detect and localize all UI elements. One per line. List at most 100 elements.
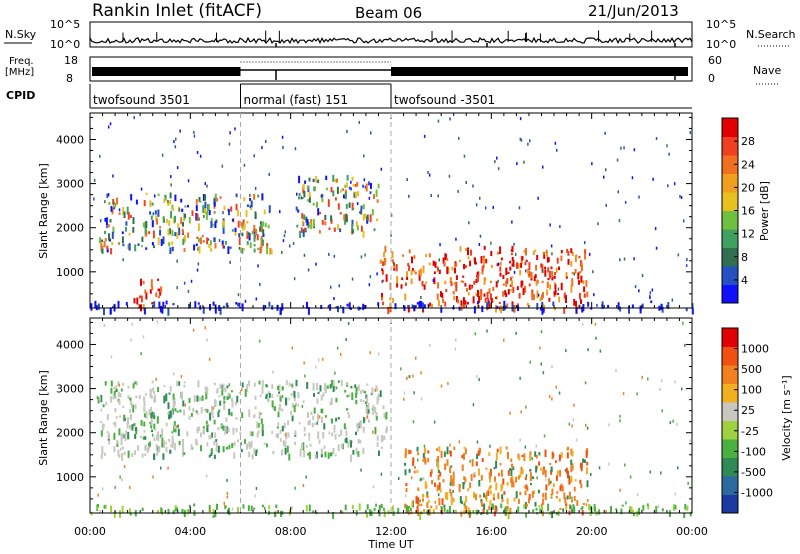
echo-cell xyxy=(134,404,137,409)
echo-cell xyxy=(145,192,148,195)
echo-cell xyxy=(673,182,676,186)
echo-cell xyxy=(149,200,152,207)
echo-cell xyxy=(523,249,526,253)
echo-cell xyxy=(104,230,107,235)
echo-cell xyxy=(350,442,352,448)
echo-cell xyxy=(337,203,340,210)
echo-cell xyxy=(586,291,589,298)
echo-cell xyxy=(564,497,567,504)
echo-cell xyxy=(318,439,321,444)
echo-cell xyxy=(261,226,263,233)
echo-cell xyxy=(350,180,352,184)
echo-cell xyxy=(196,428,199,431)
echo-cell xyxy=(580,261,583,268)
echo-cell xyxy=(560,250,563,254)
echo-cell xyxy=(403,391,406,395)
echo-cell xyxy=(328,252,330,256)
echo-cell xyxy=(290,410,293,415)
echo-cell xyxy=(501,494,504,499)
echo-cell xyxy=(153,301,156,308)
echo-cell xyxy=(268,172,270,176)
echo-cell xyxy=(195,213,198,221)
echo-cell xyxy=(150,412,153,419)
x-tick-label: 04:00 xyxy=(174,525,206,538)
echo-cell xyxy=(298,193,301,196)
echo-cell xyxy=(405,494,407,498)
echo-cell xyxy=(495,304,497,313)
echo-cell xyxy=(101,446,104,454)
echo-cell xyxy=(307,452,310,456)
echo-cell xyxy=(417,458,419,462)
echo-cell xyxy=(500,469,503,477)
echo-cell xyxy=(461,464,464,471)
colorbar-swatch xyxy=(722,420,738,440)
echo-cell xyxy=(423,444,426,448)
echo-cell xyxy=(118,242,120,245)
echo-cell xyxy=(161,428,164,437)
echo-cell xyxy=(551,271,554,278)
cpid-segment-label: twofsound -3501 xyxy=(394,93,495,107)
echo-cell xyxy=(483,503,486,511)
echo-cell xyxy=(214,307,217,314)
echo-cell xyxy=(290,392,293,396)
echo-cell xyxy=(275,504,278,508)
echo-cell xyxy=(671,298,674,302)
echo-cell xyxy=(687,481,689,485)
echo-cell xyxy=(214,243,217,249)
echo-cell xyxy=(100,243,103,250)
echo-cell xyxy=(339,189,342,193)
echo-cell xyxy=(442,257,445,264)
power-ylabel: Slant Range [km] xyxy=(37,163,50,259)
echo-cell xyxy=(417,497,420,505)
echo-cell xyxy=(353,193,356,198)
echo-cell xyxy=(380,167,383,171)
echo-cell xyxy=(585,423,587,427)
echo-cell xyxy=(144,233,147,237)
echo-cell xyxy=(169,192,172,199)
echo-cell xyxy=(462,275,465,278)
echo-cell xyxy=(224,241,227,245)
echo-cell xyxy=(565,503,568,506)
echo-cell xyxy=(253,382,256,387)
echo-cell xyxy=(157,288,160,292)
echo-cell xyxy=(174,408,177,412)
echo-cell xyxy=(530,272,533,279)
echo-cell xyxy=(97,397,100,404)
echo-cell xyxy=(226,446,228,450)
echo-cell xyxy=(173,421,176,426)
echo-cell xyxy=(581,506,584,509)
echo-cell xyxy=(415,495,418,504)
echo-cell xyxy=(321,219,324,225)
echo-cell xyxy=(495,482,498,491)
echo-cell xyxy=(338,284,340,288)
echo-cell xyxy=(136,297,139,305)
echo-cell xyxy=(223,396,226,404)
echo-cell xyxy=(301,220,304,226)
echo-cell xyxy=(122,405,125,408)
echo-cell xyxy=(174,429,177,433)
echo-cell xyxy=(157,193,160,197)
echo-cell xyxy=(573,486,576,492)
echo-cell xyxy=(190,412,193,417)
echo-cell xyxy=(294,147,297,151)
echo-cell xyxy=(113,202,116,208)
echo-cell xyxy=(331,419,334,424)
echo-cell xyxy=(152,412,155,415)
echo-cell xyxy=(514,306,516,311)
echo-cell xyxy=(552,483,555,488)
echo-cell xyxy=(540,362,542,366)
echo-cell xyxy=(244,439,246,444)
echo-cell xyxy=(532,294,535,301)
echo-cell xyxy=(330,397,333,405)
echo-cell xyxy=(296,224,299,228)
echo-cell xyxy=(255,487,258,490)
echo-cell xyxy=(615,508,618,511)
noise-panel: N.Sky 10^5 10^0 10^5 10^0 N.Search xyxy=(4,18,796,51)
echo-cell xyxy=(497,472,500,477)
echo-cell xyxy=(621,504,624,507)
echo-cell xyxy=(106,245,109,250)
echo-cell xyxy=(481,305,484,313)
echo-cell xyxy=(207,424,210,427)
echo-cell xyxy=(380,504,383,509)
echo-cell xyxy=(490,264,493,269)
